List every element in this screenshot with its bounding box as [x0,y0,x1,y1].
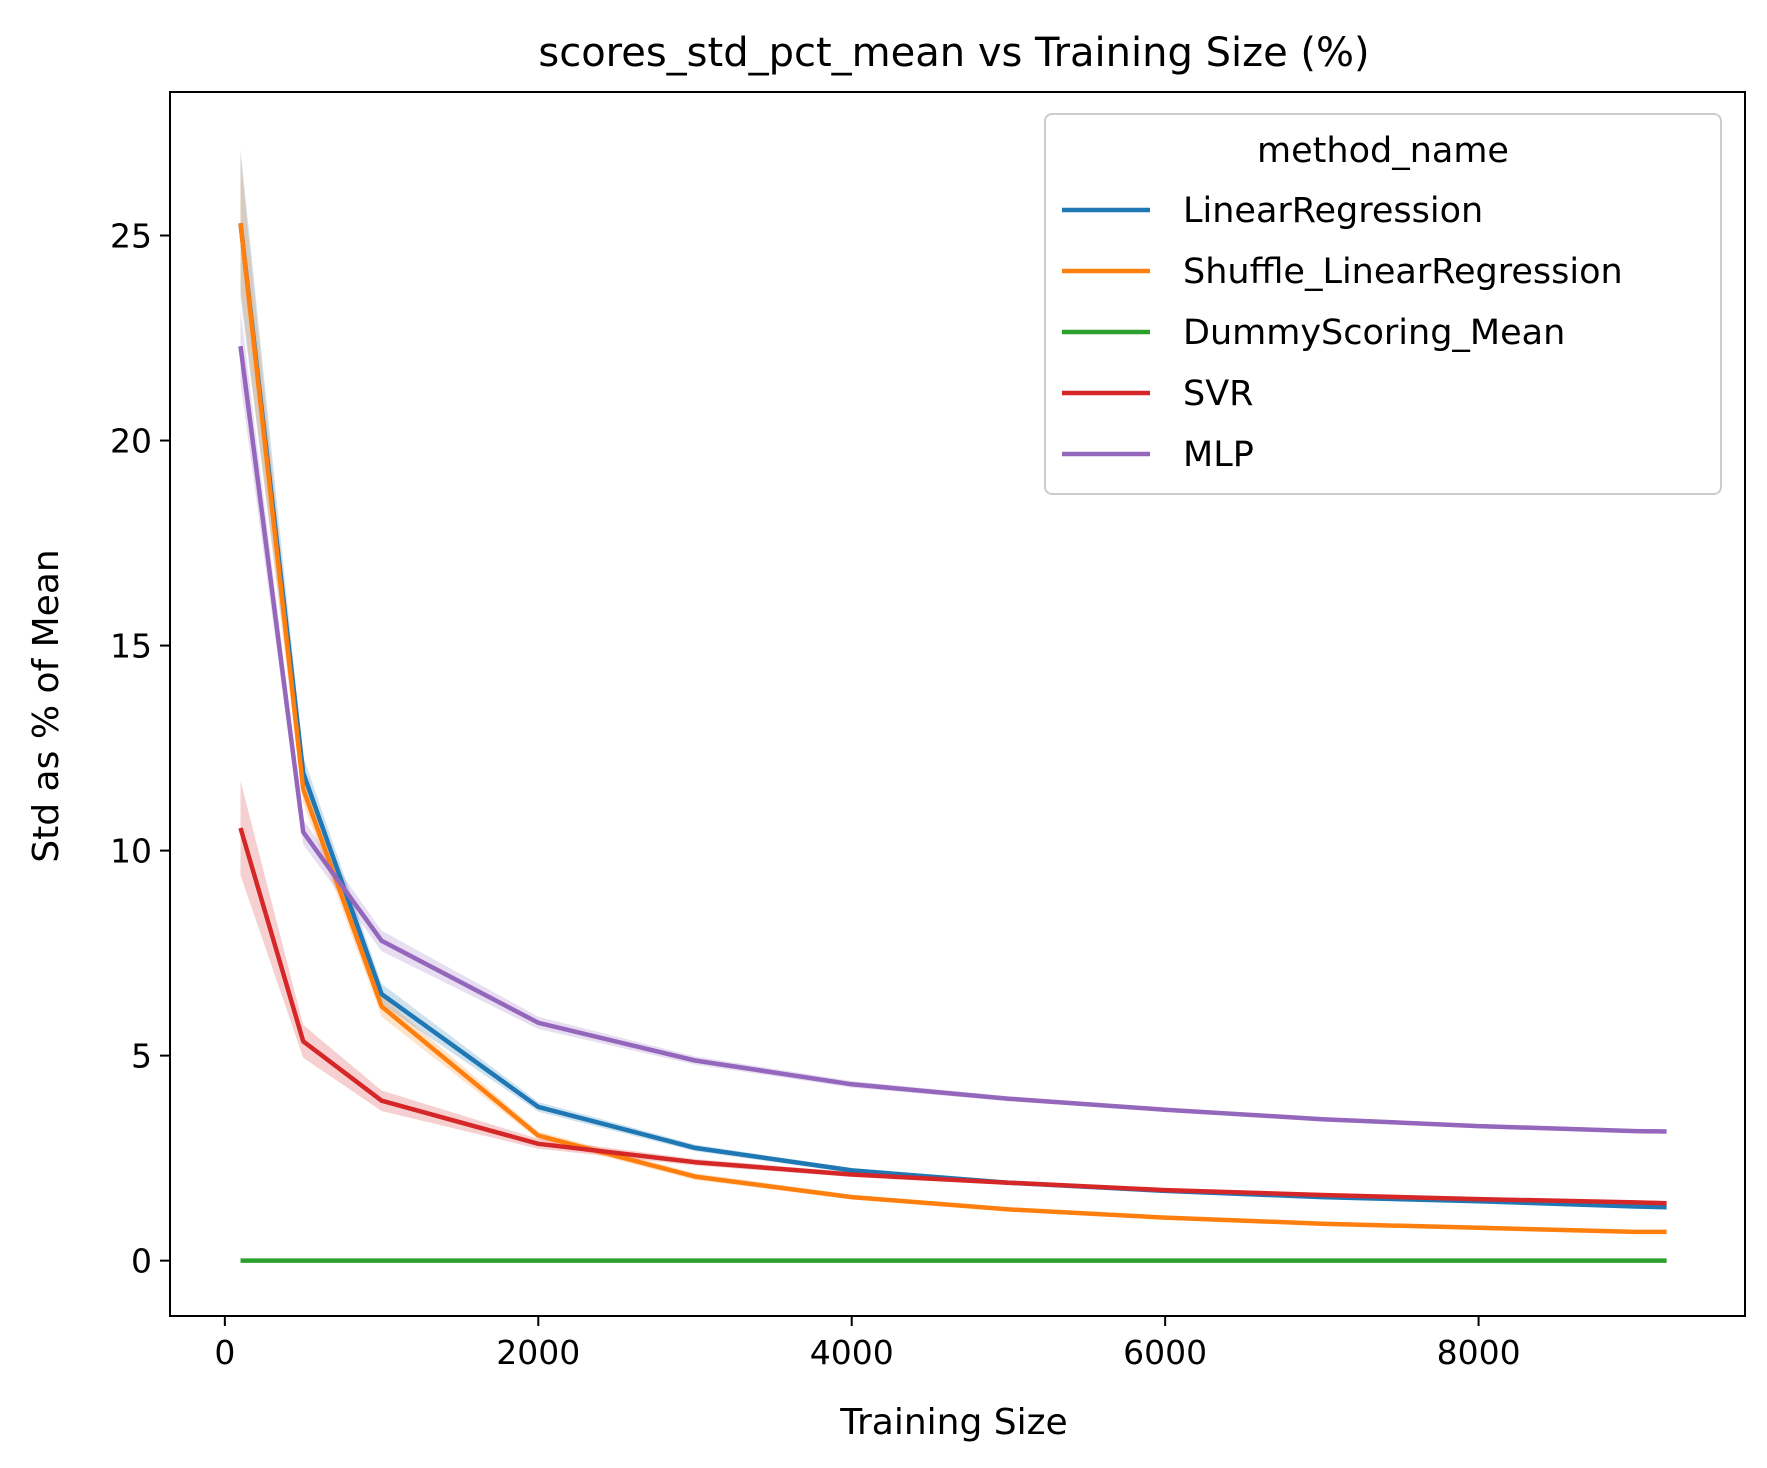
series-line-svr [238,827,1667,1206]
y-tick-label: 5 [131,1037,152,1076]
x-tick-label: 2000 [496,1333,580,1372]
y-tick-label: 15 [110,627,152,666]
y-axis-ticks: 0 5 10 15 20 25 [110,217,170,1281]
legend: method_name LinearRegression Shuffle_Line… [1044,113,1722,495]
plot-frame [169,91,1746,1317]
legend-entry-shuffle-linearregression: Shuffle_LinearRegression [1062,252,1623,292]
x-tick-label: 4000 [810,1333,894,1372]
x-tick-label: 8000 [1437,1333,1521,1372]
x-tick-label: 0 [214,1333,235,1372]
legend-entry-mlp: MLP [1062,435,1254,475]
x-axis-label: Training Size [839,1402,1067,1443]
y-tick-label: 10 [110,832,152,871]
y-tick-label: 0 [131,1242,152,1281]
legend-entry-svr: SVR [1062,374,1253,414]
legend-label: MLP [1183,435,1254,475]
legend-entries: LinearRegression Shuffle_LinearRegression… [1062,191,1623,475]
y-axis-label: Std as % of Mean [26,549,67,862]
x-tick-label: 6000 [1123,1333,1207,1372]
legend-entry-dummyscoring-mean: DummyScoring_Mean [1062,313,1565,353]
chart-title: scores_std_pct_mean vs Training Size (%) [538,30,1369,76]
series-line-shuffle-linearregression [238,222,1667,1235]
y-tick-label: 20 [110,422,152,461]
legend-title: method_name [1257,131,1509,171]
y-tick-label: 25 [110,217,152,256]
series-lines [238,222,1667,1263]
legend-label: SVR [1183,374,1253,414]
legend-label: DummyScoring_Mean [1183,313,1565,353]
legend-box [1044,113,1722,495]
series-line-mlp [238,345,1667,1134]
legend-label: LinearRegression [1183,191,1483,231]
legend-entry-linearregression: LinearRegression [1062,191,1483,231]
x-axis-ticks: 0 2000 4000 6000 8000 [214,1316,1521,1372]
legend-label: Shuffle_LinearRegression [1183,252,1623,292]
